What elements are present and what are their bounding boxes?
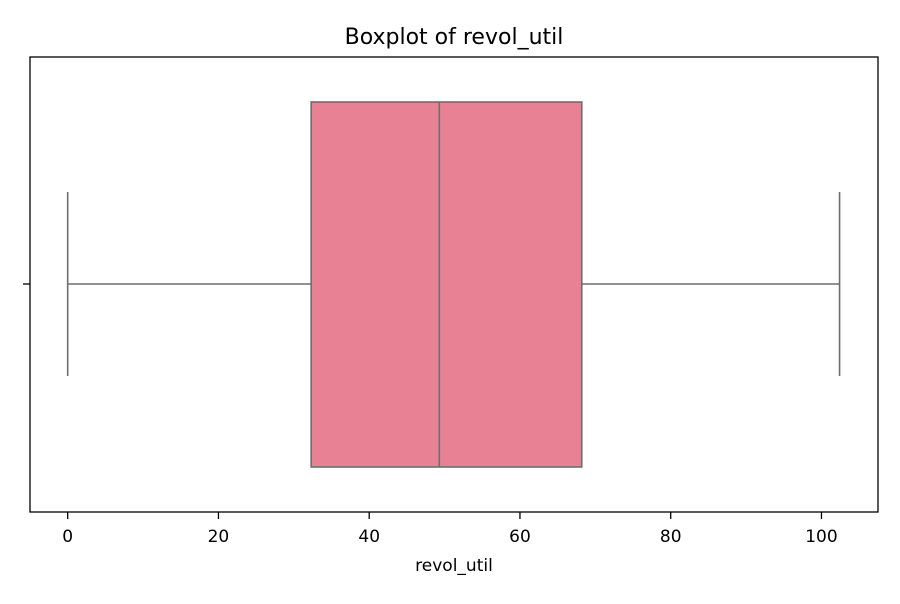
iqr-box	[310, 101, 583, 468]
x-tick-label: 60	[509, 527, 531, 547]
chart-title: Boxplot of revol_util	[345, 25, 564, 50]
x-tick-label: 20	[208, 527, 230, 547]
x-axis-label: revol_util	[415, 556, 493, 576]
x-tick-label: 80	[660, 527, 682, 547]
x-tick-label: 40	[358, 527, 380, 547]
x-tick-label: 0	[62, 527, 73, 547]
x-tick-label: 100	[805, 527, 837, 547]
